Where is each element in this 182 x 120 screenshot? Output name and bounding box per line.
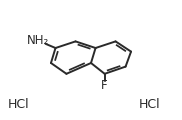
Text: F: F (101, 79, 108, 92)
Text: HCl: HCl (139, 98, 160, 111)
Text: NH₂: NH₂ (27, 34, 49, 47)
Text: HCl: HCl (7, 98, 29, 111)
